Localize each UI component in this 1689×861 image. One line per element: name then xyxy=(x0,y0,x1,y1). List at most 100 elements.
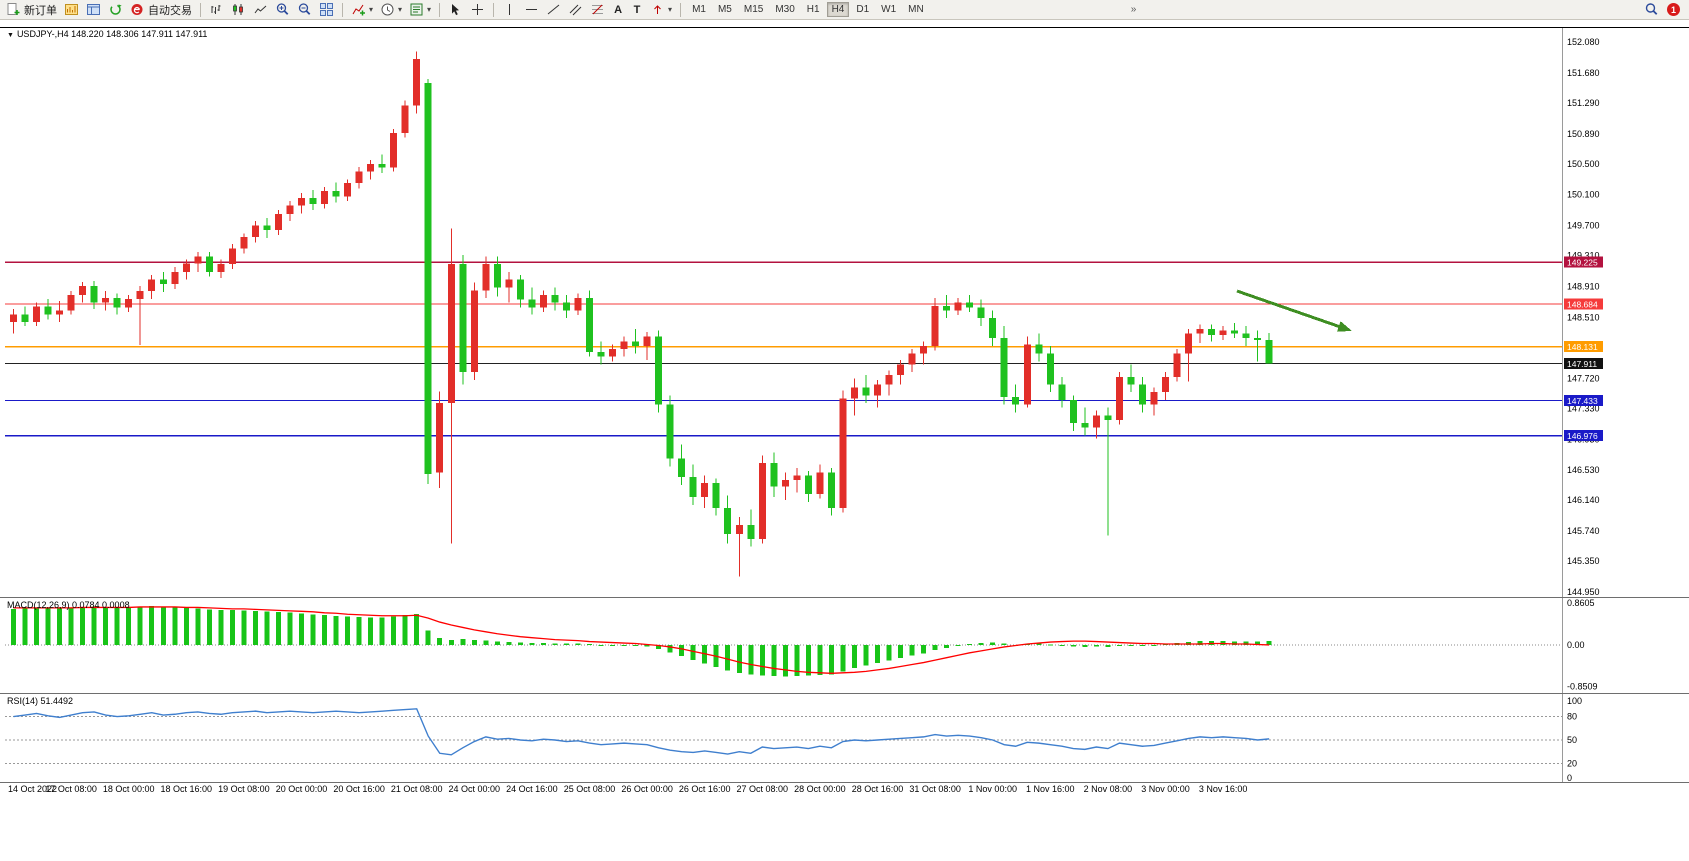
line-chart-button[interactable] xyxy=(250,1,271,19)
periods-button[interactable]: ▾ xyxy=(377,1,405,19)
arrows-tool-button[interactable]: ▾ xyxy=(647,1,675,19)
time-axis-label[interactable]: 28 Oct 00:00 xyxy=(794,784,846,794)
tile-windows-button[interactable] xyxy=(316,1,337,19)
price-axis-label[interactable]: 151.680 xyxy=(1567,68,1600,78)
symbol-dropdown-icon[interactable]: ▼ xyxy=(7,32,14,39)
price-axis-label[interactable]: 150.890 xyxy=(1567,129,1600,139)
channel-button[interactable] xyxy=(565,1,586,19)
timeframe-h4[interactable]: H4 xyxy=(826,2,850,17)
price-axis-label[interactable]: 146.140 xyxy=(1567,495,1600,505)
macd-bar xyxy=(11,608,16,645)
fibonacci-button[interactable] xyxy=(587,1,608,19)
timeframe-d1[interactable]: D1 xyxy=(856,4,870,15)
indicators-button[interactable]: ▾ xyxy=(348,1,376,19)
search-icon[interactable] xyxy=(1644,2,1659,17)
time-axis-label[interactable]: 20 Oct 00:00 xyxy=(276,784,328,794)
time-axis-label[interactable]: 25 Oct 08:00 xyxy=(564,784,616,794)
vertical-line-button[interactable] xyxy=(499,1,520,19)
timeframe-w1[interactable]: W1 xyxy=(881,4,897,15)
price-axis-label[interactable]: 147.720 xyxy=(1567,373,1600,383)
crosshair-button[interactable] xyxy=(467,1,488,19)
candle xyxy=(505,279,513,288)
time-axis-label[interactable]: 24 Oct 16:00 xyxy=(506,784,558,794)
time-axis-label[interactable]: 17 Oct 08:00 xyxy=(45,784,97,794)
macd-bar xyxy=(840,645,846,672)
candle xyxy=(274,214,282,231)
macd-label: MACD(12,26,9) 0.0784 0.0008 xyxy=(7,600,130,610)
price-axis-label[interactable]: 146.530 xyxy=(1567,465,1600,475)
time-axis-label[interactable]: 19 Oct 08:00 xyxy=(218,784,270,794)
time-axis-label[interactable]: 26 Oct 16:00 xyxy=(679,784,731,794)
time-axis-label[interactable]: 14 Oct 2022 xyxy=(8,784,57,794)
price-axis-label[interactable]: 147.330 xyxy=(1567,403,1600,413)
time-axis-label[interactable]: 26 Oct 00:00 xyxy=(621,784,673,794)
macd-bar xyxy=(322,615,328,645)
charts-button[interactable] xyxy=(61,1,82,19)
price-axis-label[interactable]: 145.350 xyxy=(1567,556,1600,566)
new-order-button[interactable]: 新订单 xyxy=(3,1,60,19)
time-axis-label[interactable]: 18 Oct 16:00 xyxy=(161,784,213,794)
price-axis-label[interactable]: 148.910 xyxy=(1567,282,1600,292)
price-axis-label[interactable]: 149.700 xyxy=(1567,221,1600,231)
cursor-button[interactable] xyxy=(445,1,466,19)
time-axis-label[interactable]: 27 Oct 08:00 xyxy=(737,784,789,794)
templates-button[interactable]: ▾ xyxy=(406,1,434,19)
horizontal-line-button[interactable] xyxy=(521,1,542,19)
time-axis-label[interactable]: 2 Nov 08:00 xyxy=(1084,784,1133,794)
crosshair-icon xyxy=(472,4,484,15)
candle xyxy=(908,353,916,365)
time-axis-label[interactable]: 18 Oct 00:00 xyxy=(103,784,155,794)
candle xyxy=(724,507,732,535)
price-axis-label[interactable]: 150.100 xyxy=(1567,190,1600,200)
price-badge xyxy=(1564,341,1603,353)
market-watch-button[interactable] xyxy=(83,1,104,19)
timeframe-h1[interactable]: H1 xyxy=(806,4,820,15)
notification-badge[interactable]: 1 xyxy=(1667,3,1680,16)
autotrading-button[interactable]: 自动交易 xyxy=(127,1,195,19)
time-axis-label[interactable]: 3 Nov 00:00 xyxy=(1141,784,1190,794)
timeframe-m5[interactable]: M5 xyxy=(717,4,732,15)
candle xyxy=(966,302,974,308)
macd-bar xyxy=(310,614,316,645)
time-axis-label[interactable]: 3 Nov 16:00 xyxy=(1199,784,1248,794)
bar-chart-button[interactable] xyxy=(206,1,227,19)
price-axis-label[interactable]: 151.290 xyxy=(1567,98,1600,108)
timeframe-mn[interactable]: MN xyxy=(908,4,924,15)
toolbar-overflow-chevron[interactable]: » xyxy=(1130,4,1137,15)
candlestick-button[interactable] xyxy=(228,1,249,19)
candle xyxy=(827,472,835,508)
price-axis-label[interactable]: 150.500 xyxy=(1567,159,1600,169)
time-axis-label[interactable]: 20 Oct 16:00 xyxy=(333,784,385,794)
price-axis-label[interactable]: 148.510 xyxy=(1567,312,1600,322)
price-axis-label[interactable]: 152.080 xyxy=(1567,37,1600,47)
time-axis-label[interactable]: 28 Oct 16:00 xyxy=(852,784,904,794)
rsi-scale-label: 50 xyxy=(1567,735,1577,745)
trendline-button[interactable] xyxy=(543,1,564,19)
trend-arrow[interactable] xyxy=(1236,289,1344,330)
timeframe-m30[interactable]: M30 xyxy=(775,4,795,15)
market-watch-icon xyxy=(87,4,100,15)
candle xyxy=(609,349,617,357)
candle xyxy=(436,403,444,473)
macd-bar xyxy=(218,609,224,645)
time-axis-label[interactable]: 1 Nov 00:00 xyxy=(968,784,1017,794)
zoom-in-button[interactable] xyxy=(272,1,293,19)
timeframe-m1[interactable]: M1 xyxy=(692,4,706,15)
candle xyxy=(597,352,605,357)
zoom-out-button[interactable] xyxy=(294,1,315,19)
label-tool-button[interactable]: T xyxy=(628,1,646,19)
macd-bar xyxy=(898,645,904,659)
autotrading-label: 自动交易 xyxy=(148,4,192,17)
price-axis-label[interactable]: 145.740 xyxy=(1567,526,1600,536)
price-axis-label[interactable]: 144.950 xyxy=(1567,587,1600,597)
refresh-button[interactable] xyxy=(105,1,126,19)
price-axis-label[interactable]: 149.310 xyxy=(1567,251,1600,261)
time-axis-label[interactable]: 21 Oct 08:00 xyxy=(391,784,443,794)
time-axis-label[interactable]: 24 Oct 00:00 xyxy=(449,784,501,794)
time-axis-label[interactable]: 31 Oct 08:00 xyxy=(909,784,961,794)
text-tool-button[interactable]: A xyxy=(609,1,627,19)
time-axis-label[interactable]: 1 Nov 16:00 xyxy=(1026,784,1075,794)
candle xyxy=(712,483,720,508)
timeframe-m15[interactable]: M15 xyxy=(743,4,764,15)
